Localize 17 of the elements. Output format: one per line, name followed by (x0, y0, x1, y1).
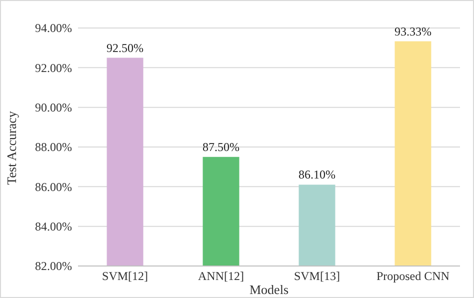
data-label: 93.33% (394, 24, 432, 38)
x-axis-title: Models (250, 282, 288, 297)
y-tick-label: 94.00% (35, 21, 72, 36)
x-tick-label: ANN[12] (198, 269, 244, 283)
data-label: 86.10% (298, 168, 336, 182)
y-tick-label: 86.00% (35, 180, 72, 194)
y-tick-label: 88.00% (35, 140, 72, 154)
x-tick-label: SVM[12] (102, 269, 148, 283)
y-tick-label: 90.00% (35, 100, 72, 115)
y-axis-title: Test Accuracy (4, 110, 19, 185)
x-tick-label: SVM[13] (294, 269, 340, 283)
y-tick-label: 82.00% (35, 259, 72, 274)
x-tick-label: Proposed CNN (376, 269, 450, 283)
y-tick-label: 84.00% (35, 220, 72, 234)
data-label: 87.50% (202, 140, 240, 154)
data-label: 92.50% (106, 40, 144, 55)
y-tick-label: 92.00% (35, 60, 72, 75)
